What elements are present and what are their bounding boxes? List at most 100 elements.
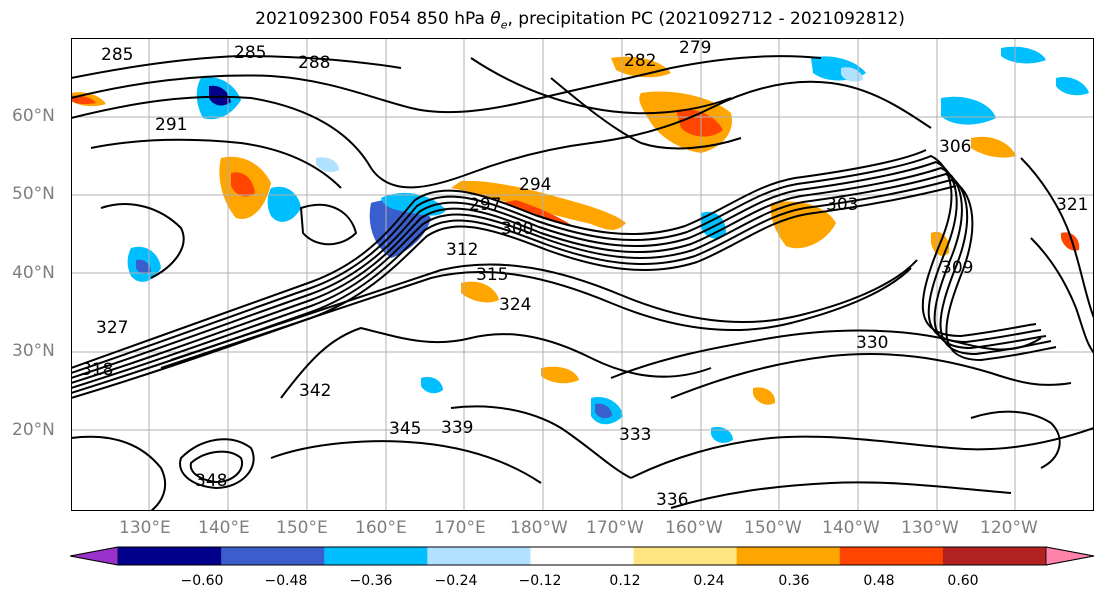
colorbar-tick-label: 0.12 <box>609 573 641 589</box>
contour-label: 315 <box>476 265 508 285</box>
colorbar-tick-label: 0.36 <box>778 573 810 589</box>
contour-line <box>670 352 1072 399</box>
precip-blob <box>421 376 443 394</box>
colorbar-cell <box>633 547 738 565</box>
contour-label: 282 <box>624 51 656 71</box>
contour-line <box>71 167 1047 384</box>
colorbar-tick-label: 0.48 <box>863 573 895 589</box>
contour-line <box>71 55 822 114</box>
lat-label: 40°N <box>12 263 55 283</box>
lon-label: 140°E <box>198 518 250 538</box>
contour-line <box>71 149 927 369</box>
contour-line <box>71 435 167 511</box>
contour-line <box>610 329 1042 379</box>
lon-label: 160°E <box>355 518 407 538</box>
contour-line <box>270 440 542 484</box>
colorbar-cell <box>221 547 325 565</box>
contour-label: 333 <box>619 425 651 445</box>
lat-label: 60°N <box>12 106 55 126</box>
colorbar-tick-label: −0.60 <box>180 573 224 589</box>
contour-line <box>470 57 732 115</box>
precip-blob <box>1061 232 1080 251</box>
colorbar-extend-high <box>1045 546 1095 566</box>
contour-label: 345 <box>389 419 421 439</box>
colorbar-tick-label: −0.36 <box>349 573 393 589</box>
precip-blob <box>209 85 231 106</box>
contour-label: 339 <box>441 418 473 438</box>
colorbar-tick-label: −0.24 <box>434 573 478 589</box>
contour-label: 336 <box>656 490 688 510</box>
colorbar-cell <box>530 547 635 565</box>
contour-line <box>550 77 742 150</box>
contour-label: 279 <box>679 38 711 58</box>
contour-label: 330 <box>856 333 888 353</box>
lon-label: 180°W <box>510 518 568 538</box>
colorbar-cell <box>324 547 428 565</box>
contour-label: 303 <box>826 195 858 215</box>
contour-line <box>450 405 632 479</box>
contour-label: 297 <box>469 195 501 215</box>
colorbar-cell <box>427 547 531 565</box>
colorbar-tick-label: 0.60 <box>947 573 979 589</box>
precip-blob <box>541 366 579 384</box>
map-title: 2021092300 F054 850 hPa θe, precipitatio… <box>255 9 905 32</box>
contour-line <box>160 267 912 369</box>
precip-blob <box>136 259 151 274</box>
contour-line <box>71 155 1037 374</box>
precip-blob <box>1001 46 1046 64</box>
contour-line <box>71 55 402 79</box>
precip-blob <box>701 211 726 239</box>
precip-blob <box>381 192 446 216</box>
contour-line <box>179 438 255 489</box>
contour-label: 324 <box>499 295 531 315</box>
colorbar-extend-low <box>70 546 119 566</box>
colorbar-cell <box>736 547 841 565</box>
contour-line <box>630 427 1094 479</box>
graticule <box>71 38 1094 511</box>
contour-label: 306 <box>939 137 971 157</box>
lon-label: 150°W <box>744 518 802 538</box>
precip-blob <box>676 109 723 137</box>
colorbar-tick-label: 0.24 <box>693 573 725 589</box>
contour-label: 294 <box>519 175 551 195</box>
contour-line <box>280 327 712 399</box>
forecast-map: 285 285 288 279 282 291 294 297 300 303 … <box>71 38 1094 511</box>
lon-label: 120°W <box>980 518 1038 538</box>
colorbar-cell <box>118 547 222 565</box>
lon-label: 130°W <box>901 518 959 538</box>
contour-line <box>1030 237 1094 354</box>
contour-line <box>170 259 918 361</box>
lat-label: 20°N <box>12 420 55 440</box>
precip-blob <box>316 157 339 173</box>
contour-line <box>71 161 1042 379</box>
contour-line <box>90 138 342 189</box>
contour-line <box>670 481 1012 509</box>
precip-blob <box>711 426 733 443</box>
precip-blob <box>941 96 996 125</box>
contour-line <box>970 410 1061 469</box>
precip-blob <box>971 136 1016 158</box>
colorbar-cell <box>839 547 944 565</box>
colorbar-tick-label: −0.12 <box>518 573 562 589</box>
contour-label: 342 <box>299 381 331 401</box>
contour-label: 285 <box>101 45 133 65</box>
lat-label: 50°N <box>12 184 55 204</box>
colorbar-outline <box>70 546 1095 566</box>
contour-label: 285 <box>234 43 266 63</box>
precip-blob <box>595 403 612 419</box>
contour-label: 288 <box>298 53 330 73</box>
contour-line <box>71 80 932 189</box>
contour-label: 318 <box>81 360 113 380</box>
contour-label: 321 <box>1056 195 1088 215</box>
lon-label: 170°W <box>586 518 644 538</box>
lon-label: 150°E <box>276 518 328 538</box>
lon-label: 130°E <box>119 518 171 538</box>
contour-label: 300 <box>501 219 533 239</box>
contour-line <box>71 179 1057 394</box>
contour-line <box>1020 157 1094 319</box>
contour-line <box>71 173 1052 389</box>
lon-label: 170°E <box>434 518 486 538</box>
contour-line <box>300 203 357 246</box>
precip-blob <box>451 180 626 230</box>
contour-line <box>100 203 185 279</box>
